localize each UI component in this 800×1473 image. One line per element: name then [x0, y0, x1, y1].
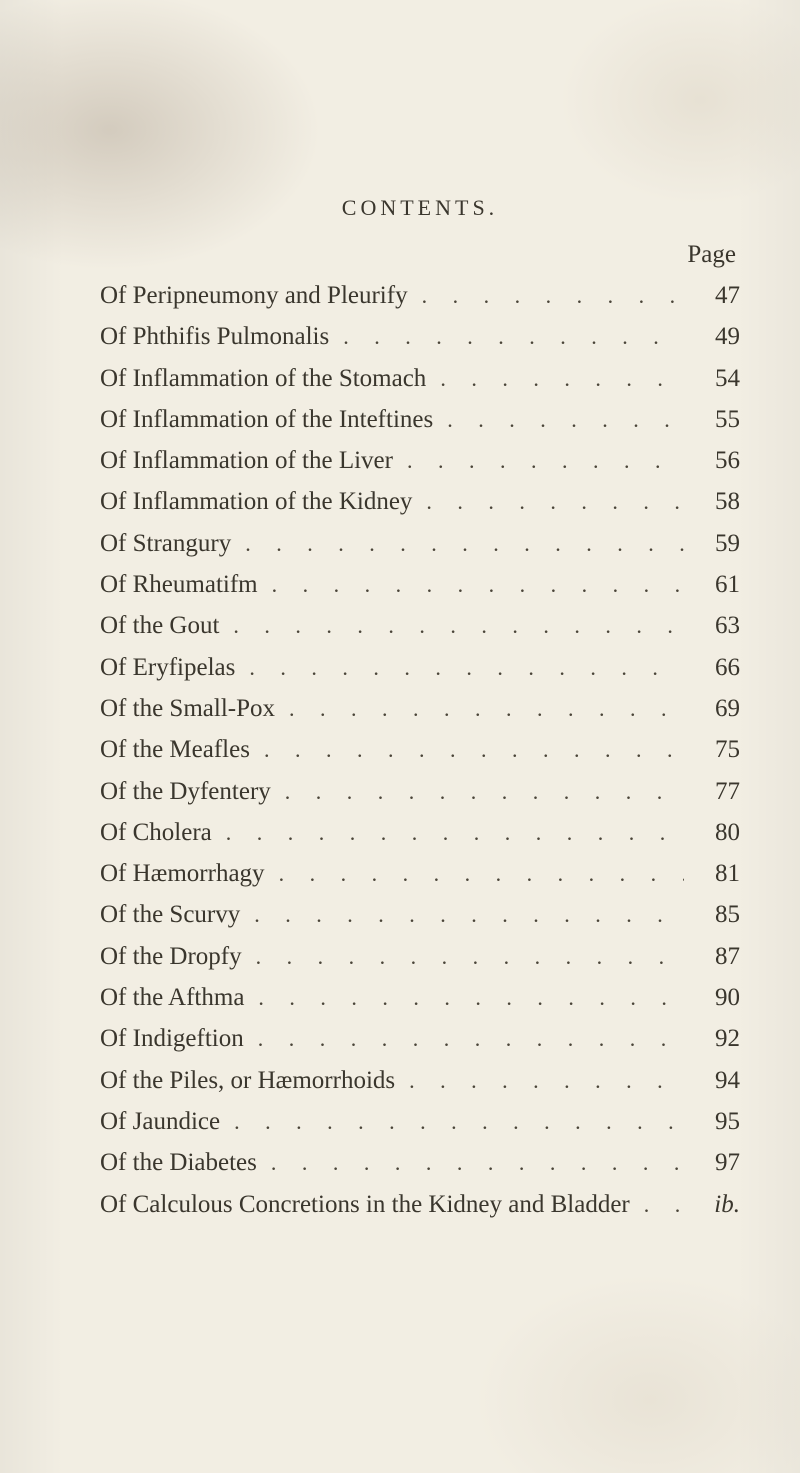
- toc-entry-dots: . . . . . . . . . . . . . . . . . . . . …: [426, 368, 684, 390]
- toc-entry-page: 59: [684, 531, 740, 556]
- toc-entry: Of Peripneumony and Pleurify. . . . . . …: [100, 283, 740, 308]
- toc-entry-dots: . . . . . . . . . . . . . . . . . . . . …: [271, 781, 684, 803]
- toc-entry-page: ib.: [684, 1192, 740, 1217]
- toc-entry-dots: . . . . . . . . . . . . . . . . . . . . …: [412, 491, 684, 513]
- toc-entry-title: Of Hæmorrhagy: [100, 861, 265, 886]
- toc-entry: Of the Afthma. . . . . . . . . . . . . .…: [100, 985, 740, 1010]
- toc-entry-page: 75: [684, 737, 740, 762]
- toc-entry: Of the Piles, or Hæmorrhoids. . . . . . …: [100, 1068, 740, 1093]
- toc-entry: Of Inflammation of the Liver. . . . . . …: [100, 448, 740, 473]
- toc-entry-title: Of Indigeftion: [100, 1026, 244, 1051]
- entries-list: Of Peripneumony and Pleurify. . . . . . …: [100, 283, 740, 1217]
- toc-entry-title: Of the Dropfy: [100, 944, 242, 969]
- toc-entry-dots: . . . . . . . . . . . . . . . . . . . . …: [244, 987, 684, 1009]
- toc-entry: Of the Gout. . . . . . . . . . . . . . .…: [100, 613, 740, 638]
- toc-entry-title: Of Inflammation of the Stomach: [100, 366, 426, 391]
- toc-entry-dots: . . . . . . . . . . . . . . . . . . . . …: [408, 285, 684, 307]
- toc-entry-title: Of Calculous Concretions in the Kidney a…: [100, 1192, 630, 1217]
- toc-entry: Of Hæmorrhagy. . . . . . . . . . . . . .…: [100, 861, 740, 886]
- toc-entry-page: 47: [684, 283, 740, 308]
- toc-entry-page: 58: [684, 489, 740, 514]
- toc-entry: Of the Meafles. . . . . . . . . . . . . …: [100, 737, 740, 762]
- toc-entry-dots: . . . . . . . . . . . . . . . . . . . . …: [630, 1194, 684, 1216]
- toc-entry-page: 94: [684, 1068, 740, 1093]
- toc-entry: Of Strangury. . . . . . . . . . . . . . …: [100, 531, 740, 556]
- toc-entry: Of Eryfipelas. . . . . . . . . . . . . .…: [100, 655, 740, 680]
- toc-entry-page: 56: [684, 448, 740, 473]
- toc-entry-dots: . . . . . . . . . . . . . . . . . . . . …: [231, 533, 684, 555]
- toc-entry: Of Rheumatifm. . . . . . . . . . . . . .…: [100, 572, 740, 597]
- toc-entry-page: 97: [684, 1150, 740, 1175]
- toc-entry-dots: . . . . . . . . . . . . . . . . . . . . …: [244, 1028, 684, 1050]
- toc-entry-title: Of Jaundice: [100, 1109, 220, 1134]
- toc-entry-page: 49: [684, 324, 740, 349]
- toc-entry: Of Phthifis Pulmonalis. . . . . . . . . …: [100, 324, 740, 349]
- toc-entry-dots: . . . . . . . . . . . . . . . . . . . . …: [235, 657, 684, 679]
- toc-entry-title: Of Inflammation of the Kidney: [100, 489, 412, 514]
- toc-entry-title: Of Phthifis Pulmonalis: [100, 324, 329, 349]
- toc-entry: Of Jaundice. . . . . . . . . . . . . . .…: [100, 1109, 740, 1134]
- toc-entry: Of Inflammation of the Stomach. . . . . …: [100, 366, 740, 391]
- toc-entry-page: 80: [684, 820, 740, 845]
- toc-entry-title: Of Eryfipelas: [100, 655, 235, 680]
- toc-entry-title: Of Rheumatifm: [100, 572, 258, 597]
- toc-entry-title: Of the Scurvy: [100, 902, 240, 927]
- toc-entry-dots: . . . . . . . . . . . . . . . . . . . . …: [242, 946, 684, 968]
- toc-entry-title: Of the Diabetes: [100, 1150, 257, 1175]
- toc-entry: Of the Small-Pox. . . . . . . . . . . . …: [100, 696, 740, 721]
- toc-entry: Of the Dropfy. . . . . . . . . . . . . .…: [100, 944, 740, 969]
- toc-entry: Of Cholera. . . . . . . . . . . . . . . …: [100, 820, 740, 845]
- toc-entry-page: 69: [684, 696, 740, 721]
- toc-entry: Of the Diabetes. . . . . . . . . . . . .…: [100, 1150, 740, 1175]
- toc-entry-title: Of Inflammation of the Inteftines: [100, 407, 433, 432]
- toc-entry: Of Indigeftion. . . . . . . . . . . . . …: [100, 1026, 740, 1051]
- toc-entry: Of Inflammation of the Inteftines. . . .…: [100, 407, 740, 432]
- toc-entry-dots: . . . . . . . . . . . . . . . . . . . . …: [265, 863, 684, 885]
- toc-entry-dots: . . . . . . . . . . . . . . . . . . . . …: [393, 450, 684, 472]
- contents-heading: CONTENTS.: [230, 195, 610, 221]
- toc-entry-page: 63: [684, 613, 740, 638]
- toc-entry-page: 54: [684, 366, 740, 391]
- toc-entry-title: Of Strangury: [100, 531, 231, 556]
- toc-entry-page: 55: [684, 407, 740, 432]
- toc-entry-page: 77: [684, 779, 740, 804]
- toc-entry-page: 61: [684, 572, 740, 597]
- toc-entry-dots: . . . . . . . . . . . . . . . . . . . . …: [258, 574, 684, 596]
- toc-entry-page: 81: [684, 861, 740, 886]
- toc-entry-title: Of the Afthma: [100, 985, 244, 1010]
- toc-entry-dots: . . . . . . . . . . . . . . . . . . . . …: [329, 326, 684, 348]
- toc-entry-title: Of the Piles, or Hæmorrhoids: [100, 1068, 395, 1093]
- toc-entry: Of the Dyfentery. . . . . . . . . . . . …: [100, 779, 740, 804]
- toc-entry-dots: . . . . . . . . . . . . . . . . . . . . …: [219, 615, 684, 637]
- contents-page: CONTENTS. Page Of Peripneumony and Pleur…: [100, 195, 740, 1233]
- toc-entry-title: Of the Gout: [100, 613, 219, 638]
- toc-entry-title: Of the Small-Pox: [100, 696, 275, 721]
- toc-entry-dots: . . . . . . . . . . . . . . . . . . . . …: [395, 1070, 684, 1092]
- toc-entry-title: Of Peripneumony and Pleurify: [100, 283, 408, 308]
- toc-entry-page: 66: [684, 655, 740, 680]
- toc-entry: Of Inflammation of the Kidney. . . . . .…: [100, 489, 740, 514]
- toc-entry-dots: . . . . . . . . . . . . . . . . . . . . …: [220, 1111, 684, 1133]
- toc-entry-page: 85: [684, 902, 740, 927]
- toc-entry-dots: . . . . . . . . . . . . . . . . . . . . …: [433, 409, 684, 431]
- toc-entry-dots: . . . . . . . . . . . . . . . . . . . . …: [250, 739, 684, 761]
- toc-entry-title: Of Inflammation of the Liver: [100, 448, 393, 473]
- toc-entry-page: 95: [684, 1109, 740, 1134]
- toc-entry: Of Calculous Concretions in the Kidney a…: [100, 1192, 740, 1217]
- toc-entry-page: 87: [684, 944, 740, 969]
- toc-entry-dots: . . . . . . . . . . . . . . . . . . . . …: [212, 822, 684, 844]
- toc-entry: Of the Scurvy. . . . . . . . . . . . . .…: [100, 902, 740, 927]
- toc-entry-page: 90: [684, 985, 740, 1010]
- toc-entry-dots: . . . . . . . . . . . . . . . . . . . . …: [275, 698, 684, 720]
- toc-entry-title: Of the Meafles: [100, 737, 250, 762]
- toc-entry-page: 92: [684, 1026, 740, 1051]
- toc-entry-dots: . . . . . . . . . . . . . . . . . . . . …: [257, 1152, 684, 1174]
- toc-entry-title: Of Cholera: [100, 820, 212, 845]
- page-column-label: Page: [100, 241, 740, 269]
- toc-entry-dots: . . . . . . . . . . . . . . . . . . . . …: [240, 904, 684, 926]
- toc-entry-title: Of the Dyfentery: [100, 779, 271, 804]
